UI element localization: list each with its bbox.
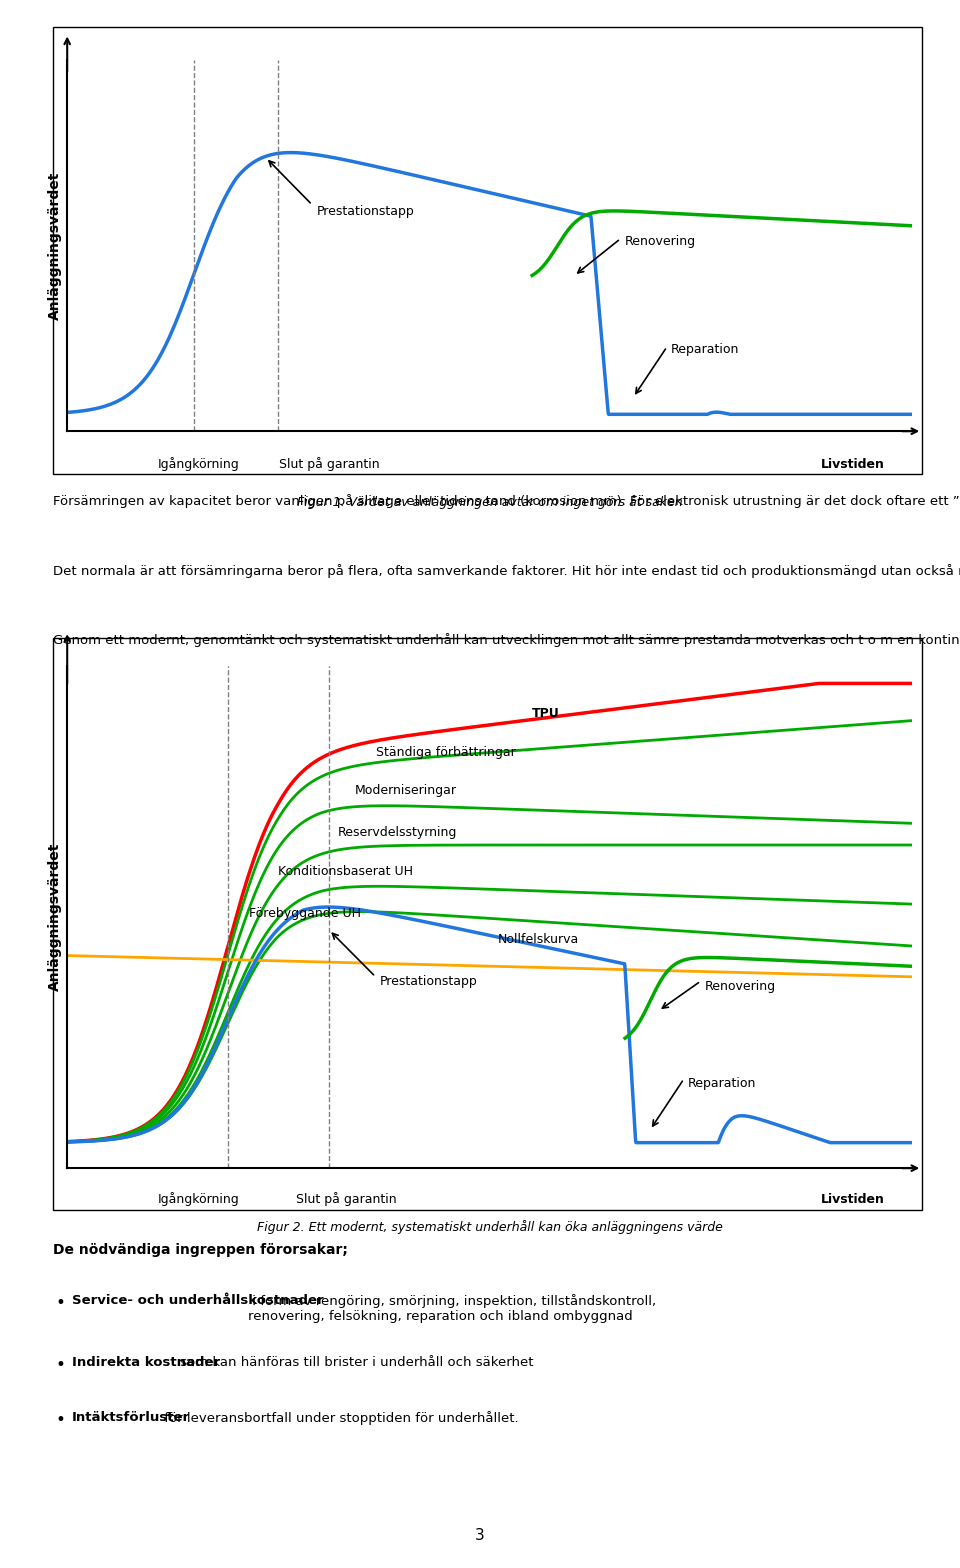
- Text: TPU: TPU: [532, 707, 560, 720]
- Text: •: •: [56, 1411, 65, 1428]
- Text: som kan hänföras till brister i underhåll och säkerhet: som kan hänföras till brister i underhål…: [177, 1356, 534, 1369]
- Text: Intäktsförluster: Intäktsförluster: [72, 1411, 190, 1424]
- Text: för leveransbortfall under stopptiden för underhållet.: för leveransbortfall under stopptiden fö…: [160, 1411, 518, 1425]
- Text: i form av rengöring, smörjning, inspektion, tillståndskontroll,
renovering, fels: i form av rengöring, smörjning, inspekti…: [248, 1294, 656, 1322]
- Text: Figur 2. Ett modernt, systematiskt underhåll kan öka anläggningens värde: Figur 2. Ett modernt, systematiskt under…: [256, 1220, 723, 1234]
- Text: Renovering: Renovering: [705, 980, 776, 993]
- Text: Slut på garantin: Slut på garantin: [278, 458, 379, 472]
- Text: Genom ett modernt, genomtänkt och systematiskt underhåll kan utvecklingen mot al: Genom ett modernt, genomtänkt och system…: [53, 633, 960, 648]
- Y-axis label: Anläggningsvärdet: Anläggningsvärdet: [48, 844, 61, 991]
- Text: Livstiden: Livstiden: [821, 458, 885, 472]
- Text: Prestationstapp: Prestationstapp: [380, 975, 477, 988]
- Text: Igångkörning: Igångkörning: [157, 1192, 239, 1206]
- Text: Förebyggande UH: Förebyggande UH: [249, 908, 361, 920]
- Text: Renovering: Renovering: [625, 235, 696, 248]
- Text: Reparation: Reparation: [688, 1077, 756, 1090]
- Text: Prestationstapp: Prestationstapp: [317, 205, 414, 218]
- Text: Reservdelsstyrning: Reservdelsstyrning: [338, 826, 457, 839]
- Text: Försämringen av kapacitet beror vanligen på slitage eller tidens tand (korrosion: Försämringen av kapacitet beror vanligen…: [53, 494, 960, 508]
- Y-axis label: Anläggningsvärdet: Anläggningsvärdet: [48, 171, 61, 320]
- Text: 3: 3: [475, 1527, 485, 1543]
- Text: Slut på garantin: Slut på garantin: [296, 1192, 396, 1206]
- Text: Service- och underhållskostnader: Service- och underhållskostnader: [72, 1294, 324, 1306]
- Text: Igångkörning: Igångkörning: [157, 458, 239, 472]
- Text: •: •: [56, 1294, 65, 1311]
- Text: •: •: [56, 1356, 65, 1374]
- Text: Reparation: Reparation: [671, 343, 739, 356]
- Text: Moderniseringar: Moderniseringar: [354, 784, 456, 797]
- Text: Indirekta kostnader: Indirekta kostnader: [72, 1356, 220, 1369]
- Text: Ständiga förbättringar: Ständiga förbättringar: [375, 746, 516, 759]
- Text: Konditionsbaserat UH: Konditionsbaserat UH: [278, 866, 414, 878]
- Text: Livstiden: Livstiden: [821, 1193, 885, 1206]
- Text: Det normala är att försämringarna beror på flera, ofta samverkande faktorer. Hit: Det normala är att försämringarna beror …: [53, 564, 960, 579]
- Text: Figur 1. Värdet av anläggningen avtar om inget görs åt saken: Figur 1. Värdet av anläggningen avtar om…: [297, 494, 683, 508]
- Text: Nollfelskurva: Nollfelskurva: [498, 933, 579, 946]
- Text: De nödvändiga ingreppen förorsakar;: De nödvändiga ingreppen förorsakar;: [53, 1243, 348, 1258]
